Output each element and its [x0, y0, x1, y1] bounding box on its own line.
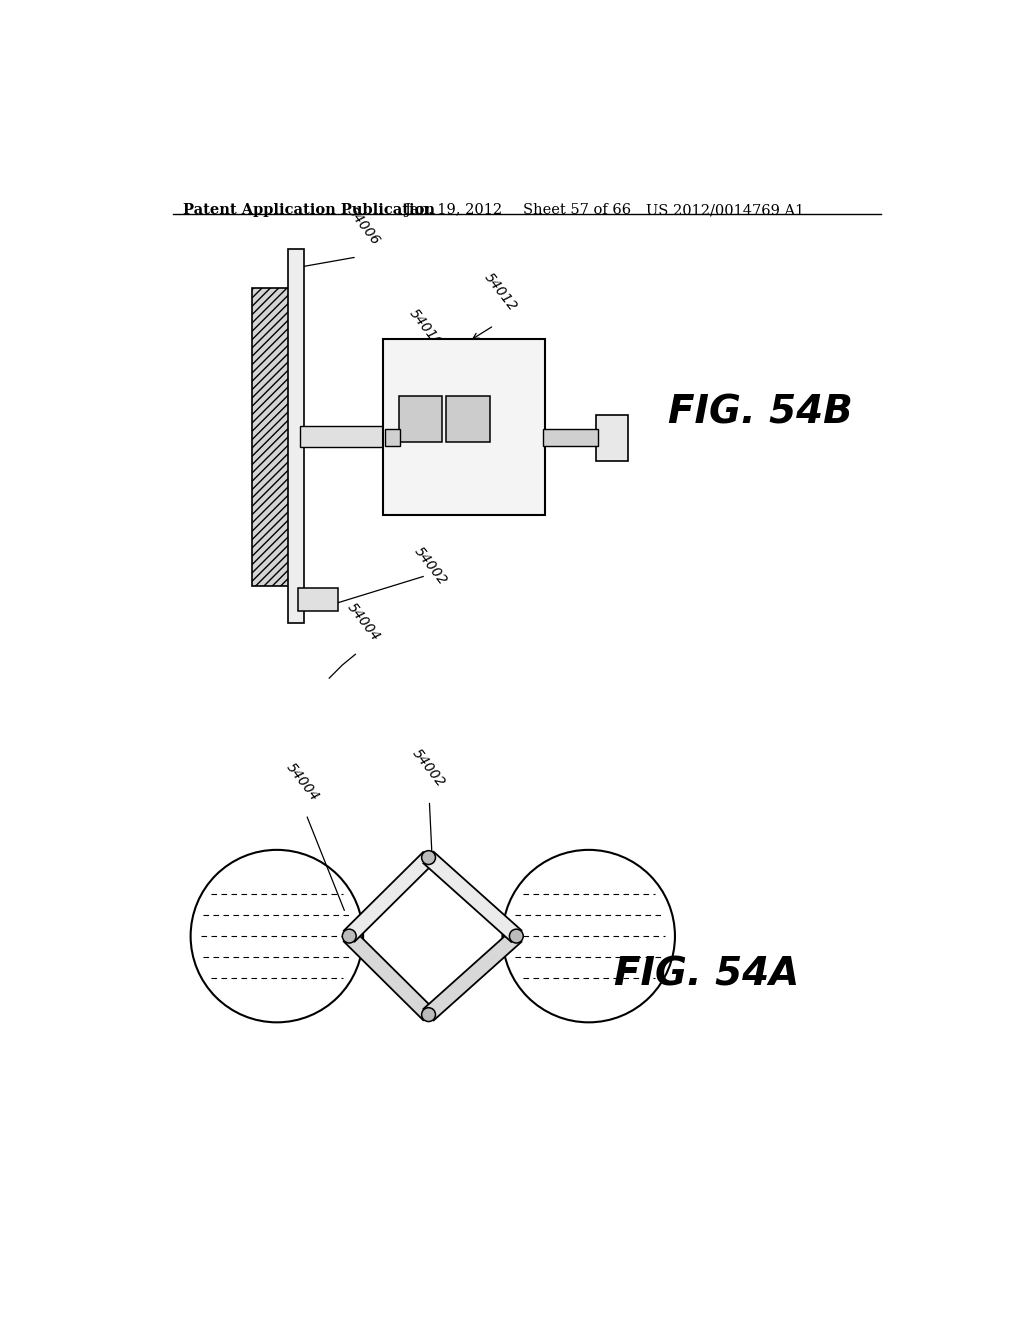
Text: Patent Application Publication: Patent Application Publication: [183, 203, 435, 216]
Text: 54006: 54006: [345, 205, 383, 248]
Text: FIG. 54A: FIG. 54A: [614, 956, 800, 994]
Polygon shape: [344, 853, 434, 941]
Text: 54012: 54012: [481, 271, 520, 314]
Text: 54004: 54004: [345, 599, 383, 644]
Bar: [596, 414, 628, 461]
Bar: [446, 396, 490, 442]
Circle shape: [503, 850, 675, 1022]
Circle shape: [190, 850, 364, 1022]
Bar: [385, 429, 400, 446]
Bar: [300, 425, 386, 447]
Text: Jan. 19, 2012: Jan. 19, 2012: [403, 203, 502, 216]
Bar: [298, 589, 339, 611]
Circle shape: [422, 850, 435, 865]
Circle shape: [509, 929, 523, 942]
Text: Sheet 57 of 66: Sheet 57 of 66: [523, 203, 632, 216]
Polygon shape: [423, 851, 521, 942]
Circle shape: [342, 929, 356, 942]
Bar: [383, 339, 545, 515]
Text: 54002: 54002: [412, 544, 450, 589]
Text: 54002: 54002: [410, 746, 447, 789]
Bar: [289, 249, 304, 623]
Polygon shape: [344, 931, 434, 1020]
Polygon shape: [423, 931, 521, 1020]
Bar: [543, 429, 598, 446]
Bar: [252, 288, 292, 586]
Text: FIG. 54B: FIG. 54B: [668, 393, 853, 432]
Text: 54010: 54010: [407, 306, 444, 350]
Circle shape: [422, 1007, 435, 1022]
Text: 54004: 54004: [283, 760, 322, 804]
Text: US 2012/0014769 A1: US 2012/0014769 A1: [646, 203, 805, 216]
Bar: [398, 396, 442, 442]
